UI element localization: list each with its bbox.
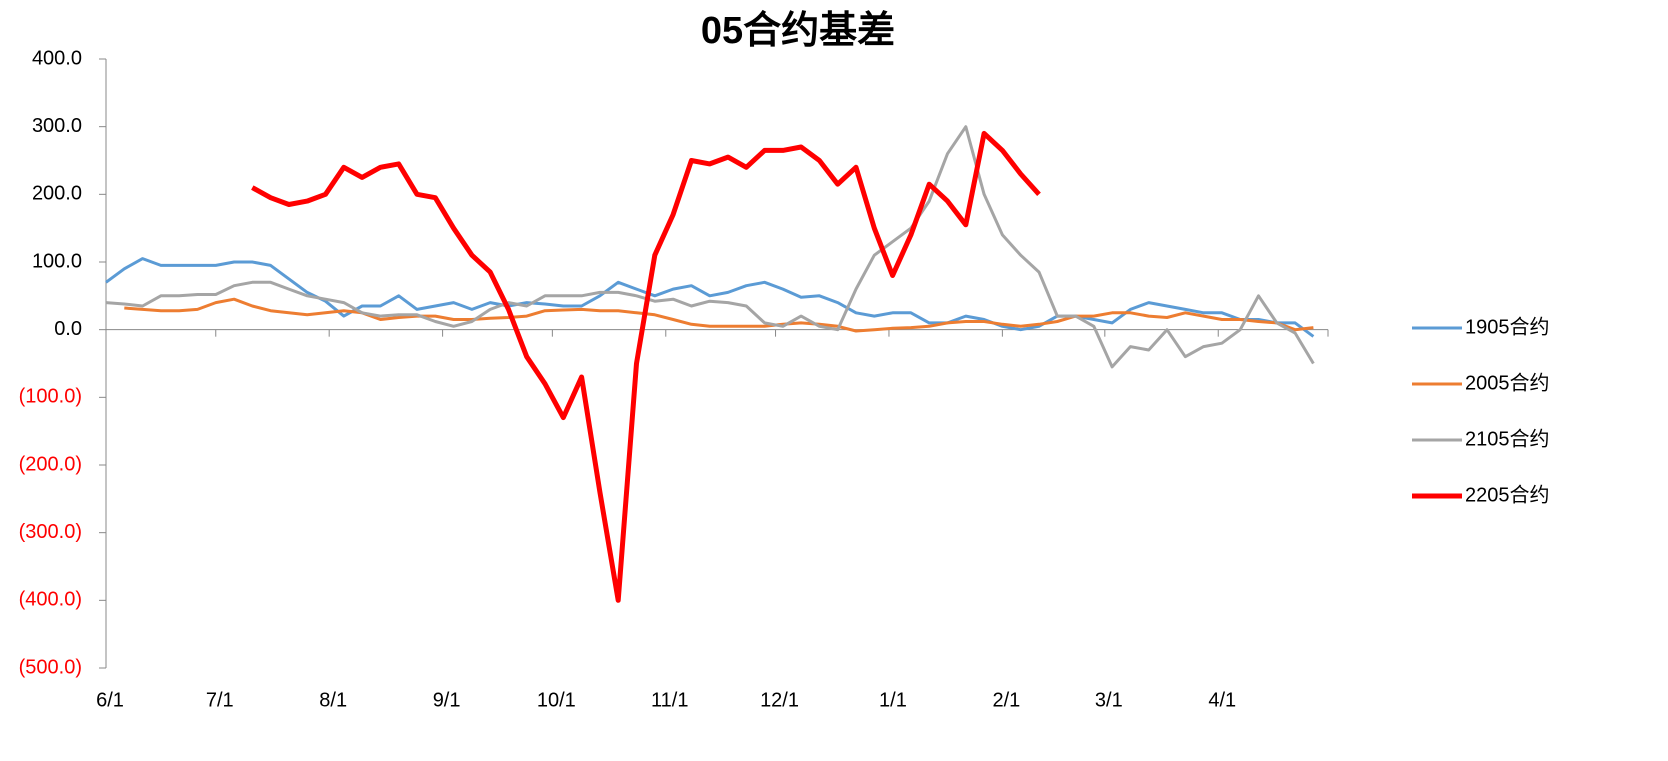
series-line <box>105 125 1315 369</box>
x-tick-label: 10/1 <box>537 689 576 711</box>
y-tick-label: (300.0) <box>19 521 82 543</box>
x-tick-label: 4/1 <box>1208 689 1236 711</box>
x-tick-label: 9/1 <box>433 689 461 711</box>
x-tick-label: 6/1 <box>96 689 124 711</box>
series-line <box>105 257 1315 338</box>
chart-title: 05合约基差 <box>701 10 895 52</box>
y-tick-label: 300.0 <box>32 115 82 137</box>
x-tick-label: 8/1 <box>319 689 347 711</box>
series-line <box>124 297 1314 333</box>
y-tick-label: (400.0) <box>19 589 82 611</box>
y-tick-label: 200.0 <box>32 183 82 205</box>
x-tick-label: 1/1 <box>879 689 907 711</box>
y-tick-label: 400.0 <box>32 47 82 69</box>
legend-label: 2005合约 <box>1465 371 1550 394</box>
y-tick-label: (200.0) <box>19 453 82 475</box>
y-tick-label: 0.0 <box>54 318 82 340</box>
legend-label: 2205合约 <box>1465 483 1550 506</box>
series-line <box>251 130 1041 603</box>
x-tick-label: 3/1 <box>1095 689 1123 711</box>
y-tick-label: 100.0 <box>32 250 82 272</box>
x-tick-label: 2/1 <box>992 689 1020 711</box>
legend-label: 1905合约 <box>1465 315 1550 338</box>
x-tick-label: 11/1 <box>651 689 688 711</box>
x-tick-label: 12/1 <box>760 689 799 711</box>
y-tick-label: (100.0) <box>19 386 82 408</box>
x-tick-label: 7/1 <box>206 689 234 711</box>
legend-label: 2105合约 <box>1465 427 1550 450</box>
y-tick-label: (500.0) <box>19 656 82 678</box>
